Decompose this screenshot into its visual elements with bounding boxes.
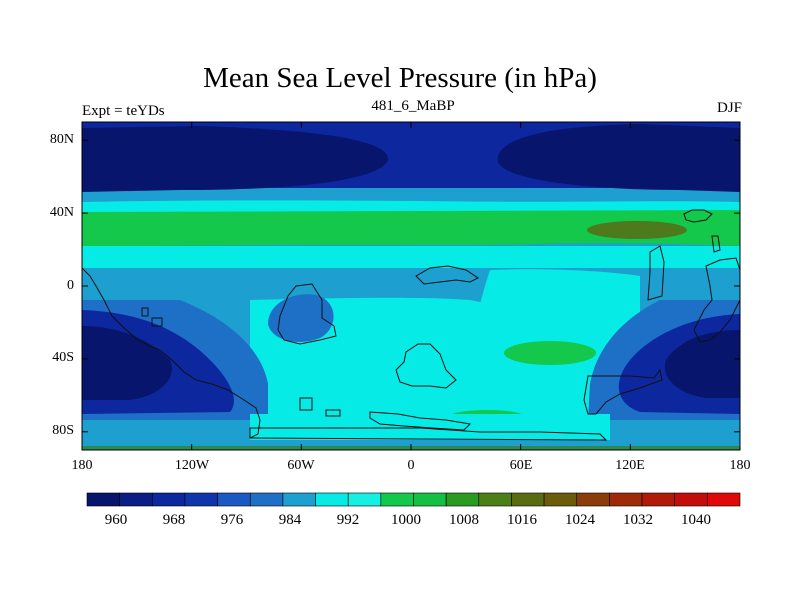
colorbar-swatch [119,492,153,507]
colorbar-swatch [576,492,610,507]
southern-high [504,341,596,365]
colorbar-swatch [609,492,643,507]
colorbar-swatch [511,492,545,507]
southern-cyan-belt [250,297,600,440]
colorbar-swatch [86,492,120,507]
colorbar-label: 984 [278,512,302,528]
north-band-light [82,188,740,202]
lon-tick-label: 60E [509,458,533,473]
colorbar-swatch [478,492,512,507]
colorbar-swatch [347,492,382,507]
colorbar-label: 992 [336,512,360,528]
lat-tick-label: 40S [52,350,74,365]
coastline-africa [277,283,337,345]
colorbar-swatch [707,492,741,507]
southern-low-east-core [664,330,740,398]
colorbar-label: 1000 [391,512,421,528]
lat-tick-label: 80S [52,423,74,438]
season-label: DJF [716,100,742,116]
axis-ticks [81,122,741,450]
colorbar-swatch [315,492,349,507]
coastline-nz [583,368,663,415]
colorbar-swatch [445,492,480,507]
pressure-field [82,122,740,450]
coastline-indonesia [711,235,721,253]
arctic-low-west [82,126,389,192]
colorbar-swatch [217,492,251,507]
lat-tick-label: 80N [49,132,74,147]
southern-low-west-core [82,326,172,400]
colorbar-label: 1024 [565,512,595,528]
colorbar [86,492,741,507]
coastline-islands-b [325,409,341,417]
lon-tick-label: 0 [407,458,415,473]
coastline-asia [647,245,665,301]
colorbar-label: 960 [104,512,128,528]
northern-subtropical-high [82,210,740,246]
lon-tick-label: 60W [287,458,315,473]
coastline-islands-e [151,317,163,327]
colorbar-swatch [674,492,708,507]
lat-tick-label: 0 [67,278,74,293]
coastline-antarctica [249,427,608,441]
lon-tick-label: 180 [71,458,93,473]
colorbar-label: 1008 [449,512,479,528]
coastline-madagascar [395,343,457,389]
colorbar-swatch [380,492,414,507]
experiment-label: Expt = teYDs [82,103,165,119]
arctic-low-east [497,124,740,192]
coastlines [82,209,740,441]
colorbar-label: 968 [162,512,186,528]
colorbar-label: 1032 [623,512,653,528]
colorbar-swatch [413,492,447,507]
colorbar-label: 1040 [681,512,711,528]
chart-title: Mean Sea Level Pressure (in hPa) [203,62,597,94]
coastline-australia [693,257,740,343]
asian-high [587,221,687,239]
colorbar-swatch [282,492,316,507]
coastline-med [415,265,479,285]
colorbar-swatch [184,492,218,507]
colorbar-swatch [543,492,578,507]
coastline-islands-a [299,397,313,411]
colorbar-label: 976 [220,512,244,528]
coastline-america [82,267,261,439]
lon-tick-label: 120E [615,458,645,473]
colorbar-swatch [152,492,186,507]
lon-tick-label: 120W [174,458,210,473]
tropical-band [82,246,740,270]
lat-tick-label: 40N [49,205,74,220]
lon-tick-label: 180 [729,458,751,473]
colorbar-swatch [641,492,675,507]
chart-subtitle: 481_6_MaBP [371,98,455,114]
antarctic-cyan [250,414,610,440]
colorbar-label: 1016 [507,512,537,528]
coastline-islands-d [141,307,149,317]
colorbar-swatch [249,492,284,507]
coastline-japan [683,209,713,223]
coastline-islands-c [369,411,472,431]
